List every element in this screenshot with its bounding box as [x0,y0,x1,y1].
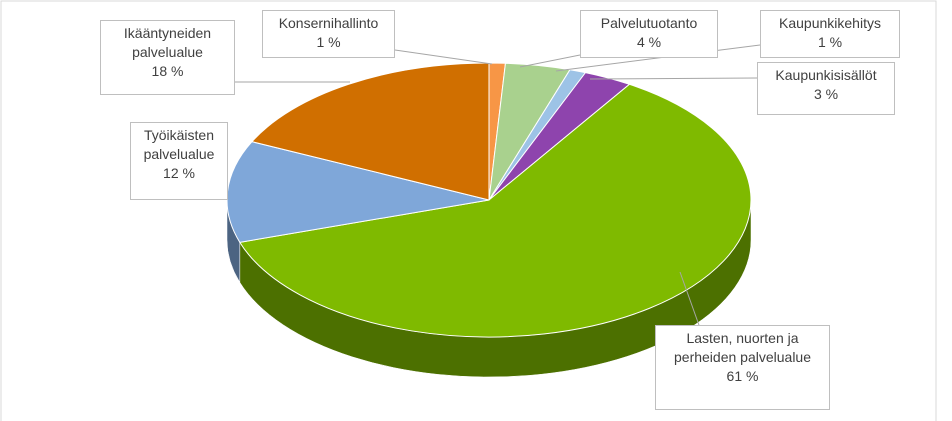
leader-line [519,54,581,68]
data-label: Kaupunkikehitys 1 % [760,10,900,58]
label-value: 61 % [726,368,759,384]
pie-slice [251,62,490,201]
data-label: Konsernihallinto 1 % [262,10,395,58]
label-name: Lasten, nuorten ja perheiden palvelualue [674,330,811,365]
data-label: Työikäisten palvelualue 12 % [130,122,228,200]
data-label: Lasten, nuorten ja perheiden palvelualue… [655,325,830,410]
leader-line [555,44,761,72]
data-label: Palvelutuotanto 4 % [580,10,718,58]
leader-line [394,49,493,65]
label-name: Kaupunkikehitys [779,15,881,31]
data-label: Ikääntyneiden palvelualue 18 % [100,20,235,95]
label-name: Kaupunkisisällöt [775,67,877,83]
label-name: Konsernihallinto [278,15,379,31]
pie-slice [239,83,752,338]
data-label: Kaupunkisisällöt 3 % [757,62,895,115]
label-value: 3 % [813,86,839,102]
label-value: 12 % [163,165,195,181]
leader-line [679,271,701,329]
label-value: 1 % [817,34,843,50]
label-name: Työikäisten palvelualue [143,127,215,162]
label-value: 18 % [151,63,184,79]
leader-line [589,77,758,80]
label-name: Ikääntyneiden palvelualue [123,25,212,60]
label-name: Palvelutuotanto [600,15,698,31]
label-value: 4 % [636,34,662,50]
label-value: 1 % [316,34,341,50]
